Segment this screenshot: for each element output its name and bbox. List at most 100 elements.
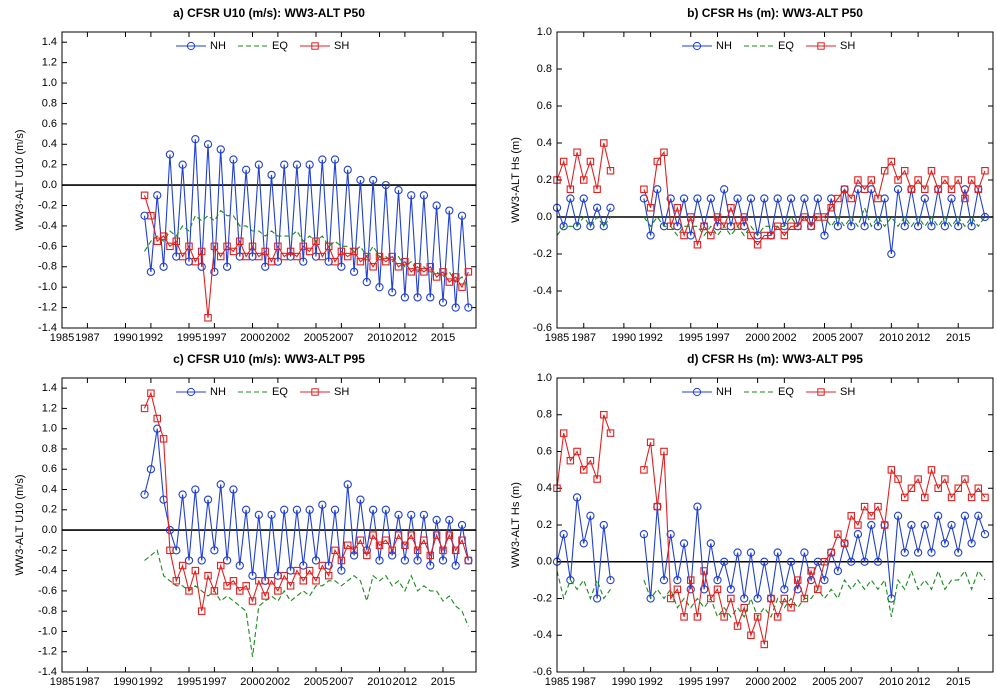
x-tick-label: 1985: [545, 676, 569, 688]
data-point: [229, 247, 238, 256]
data-point: [222, 262, 232, 271]
data-point: [666, 222, 675, 231]
data-point: [146, 267, 156, 277]
data-point: [191, 566, 200, 575]
data-point: [833, 566, 843, 576]
data-point: [807, 567, 815, 575]
data-point: [579, 194, 588, 203]
data-point: [807, 222, 815, 231]
data-point: [229, 485, 238, 494]
y-tick-label: 1.2: [42, 57, 57, 69]
x-tick-label: 1990: [612, 332, 636, 344]
data-point: [720, 185, 729, 194]
y-tick-label: 1.4: [42, 382, 57, 394]
series-line: [556, 569, 986, 619]
data-point: [894, 176, 902, 184]
data-point: [980, 530, 990, 539]
y-tick-label: -0.6: [533, 322, 552, 334]
data-point: [254, 160, 263, 169]
legend-label: NH: [210, 40, 226, 52]
data-point: [579, 176, 588, 184]
data-point: [733, 194, 742, 203]
data-point: [673, 585, 682, 594]
data-point: [673, 204, 682, 212]
data-point: [464, 268, 473, 276]
data-point: [786, 557, 796, 566]
data-point: [159, 262, 168, 271]
y-tick-label: 0.8: [537, 409, 552, 421]
x-tick-label: 2002: [772, 332, 796, 344]
data-point: [458, 283, 466, 291]
data-point: [146, 465, 156, 474]
data-point: [426, 293, 435, 302]
data-point: [592, 594, 602, 603]
data-point: [248, 242, 257, 251]
data-point: [419, 191, 429, 200]
data-point: [860, 502, 869, 511]
data-point: [947, 493, 956, 502]
legend-label: NH: [716, 386, 732, 398]
data-point: [312, 577, 320, 585]
x-tick-label: 1995: [679, 332, 703, 344]
x-tick-label: 1987: [572, 676, 596, 688]
data-point: [566, 575, 575, 585]
data-point: [375, 556, 384, 565]
data-point: [746, 548, 756, 557]
data-point: [606, 167, 615, 175]
panel: a) CFSR U10 (m/s): WW3-ALT P50 WW3-ALT U1…: [14, 6, 477, 344]
data-point: [606, 429, 615, 437]
x-tick-label: 2010: [879, 676, 903, 688]
data-point: [445, 515, 454, 525]
data-point: [356, 257, 365, 266]
y-tick-label: 0.6: [537, 100, 552, 112]
y-axis-label: WW3-ALT Hs (m): [510, 137, 522, 223]
data-point: [800, 194, 809, 203]
data-point: [874, 502, 882, 511]
data-point: [780, 231, 789, 240]
data-point: [147, 389, 155, 397]
data-point: [700, 567, 708, 575]
data-point: [793, 222, 802, 231]
data-point: [786, 194, 796, 203]
y-tick-label: -1.4: [38, 322, 57, 334]
data-point: [401, 541, 409, 550]
data-point: [407, 531, 415, 539]
data-point: [349, 551, 359, 560]
data-point: [967, 539, 976, 548]
data-point: [713, 575, 722, 585]
legend-marker: [186, 387, 196, 397]
data-point: [646, 438, 655, 447]
data-point: [166, 242, 174, 251]
data-point: [900, 493, 909, 502]
data-point: [147, 211, 155, 220]
data-point: [947, 520, 956, 530]
series-line: [143, 139, 469, 308]
data-point: [159, 232, 168, 240]
y-tick-label: 1.4: [42, 36, 57, 48]
x-tick-label: 1985: [545, 332, 569, 344]
data-point: [438, 298, 448, 307]
data-point: [921, 185, 929, 194]
data-point: [686, 576, 695, 584]
data-point: [280, 160, 289, 169]
data-point: [318, 500, 327, 509]
legend-marker: [692, 387, 702, 397]
x-tick-label: 2007: [329, 676, 353, 688]
x-tick-label: 2005: [812, 332, 836, 344]
data-point: [847, 194, 855, 203]
data-point: [974, 511, 983, 520]
data-point: [394, 510, 403, 520]
data-point: [426, 561, 435, 570]
data-point: [747, 631, 755, 639]
x-tick-label: 2000: [240, 676, 264, 688]
data-point: [921, 493, 929, 502]
data-point: [720, 557, 729, 566]
data-point: [760, 194, 769, 203]
data-point: [740, 603, 748, 612]
data-point: [140, 490, 149, 499]
data-point: [887, 466, 896, 474]
y-tick-label: -0.2: [533, 248, 552, 260]
data-point: [445, 278, 454, 286]
panel-title: b) CFSR Hs (m): WW3-ALT P50: [687, 6, 863, 20]
data-point: [382, 536, 390, 544]
